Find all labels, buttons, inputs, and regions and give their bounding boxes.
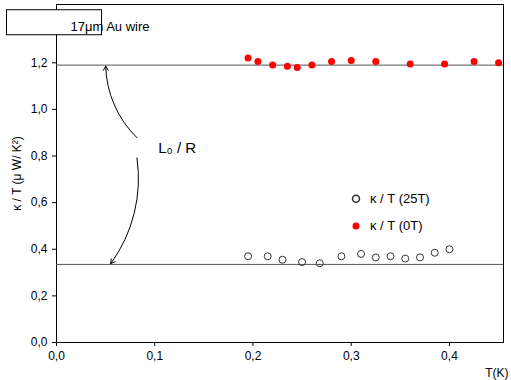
svg-text:0,2: 0,2	[31, 289, 48, 303]
svg-text:0,6: 0,6	[31, 195, 48, 209]
svg-text:κ / T (μ W/ K²): κ / T (μ W/ K²)	[10, 136, 24, 211]
svg-text:0,1: 0,1	[146, 349, 163, 363]
svg-text:0,2: 0,2	[245, 349, 262, 363]
svg-text:0,0: 0,0	[31, 335, 48, 349]
svg-text:0,4: 0,4	[31, 242, 48, 256]
svg-text:17μm Au wire: 17μm Au wire	[71, 19, 150, 34]
svg-text:L₀ / R: L₀ / R	[158, 139, 196, 156]
svg-text:1,0: 1,0	[31, 102, 48, 116]
svg-text:T(K): T(K)	[485, 366, 508, 380]
svg-text:0,0: 0,0	[48, 349, 65, 363]
svg-text:0,3: 0,3	[343, 349, 360, 363]
svg-text:0,4: 0,4	[441, 349, 458, 363]
svg-text:κ / T (0T): κ / T (0T)	[370, 218, 422, 233]
svg-text:1,2: 1,2	[31, 56, 48, 70]
svg-text:0,8: 0,8	[31, 149, 48, 163]
svg-text:κ / T (25T): κ / T (25T)	[370, 191, 430, 206]
